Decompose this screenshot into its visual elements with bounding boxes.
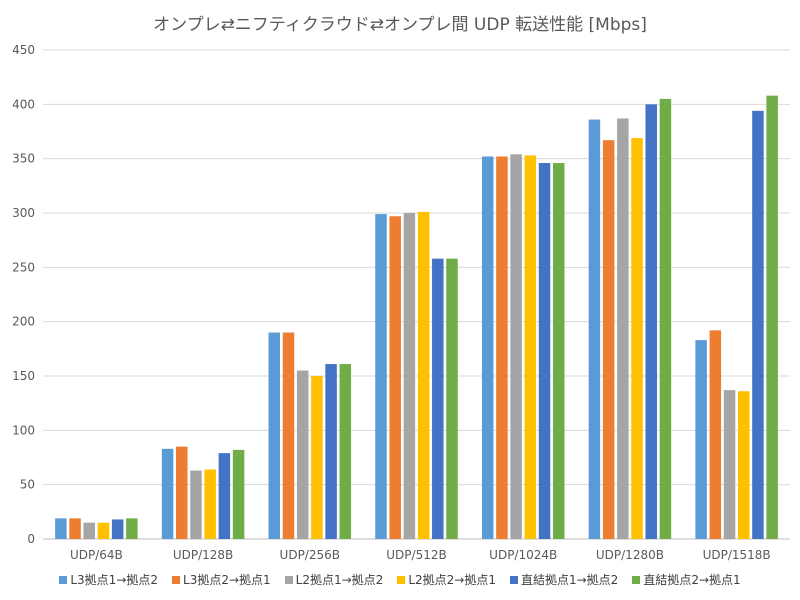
legend-item: L2拠点1→拠点2 bbox=[284, 571, 384, 588]
bar-6-1 bbox=[709, 330, 722, 539]
legend: L3拠点1→拠点2 L3拠点2→拠点1 L2拠点1→拠点2 L2拠点2→拠点1 直結拠点… bbox=[0, 571, 800, 588]
bar-2-1 bbox=[282, 332, 295, 539]
bar-4-2 bbox=[510, 154, 522, 539]
bar-1-4 bbox=[218, 453, 231, 539]
bar-5-1 bbox=[602, 140, 615, 539]
bar-5-5 bbox=[659, 98, 672, 540]
legend-label: L3拠点1→拠点2 bbox=[70, 573, 159, 587]
y-tick-label: 50 bbox=[20, 478, 35, 492]
legend-label: L3拠点2→拠点1 bbox=[183, 573, 271, 587]
y-tick-label: 350 bbox=[12, 152, 35, 166]
bar-5-2 bbox=[617, 118, 629, 540]
bar-3-5 bbox=[446, 258, 458, 539]
legend-label: L2拠点2→拠点1 bbox=[408, 573, 496, 587]
bar-0-4 bbox=[111, 519, 124, 539]
bar-0-2 bbox=[83, 522, 96, 539]
legend-swatch bbox=[172, 575, 181, 584]
x-tick-label: UDP/1280B bbox=[596, 548, 664, 562]
bar-2-3 bbox=[311, 376, 323, 539]
legend-label: 直結拠点1→拠点2 bbox=[520, 573, 619, 587]
bar-6-3 bbox=[737, 391, 750, 539]
legend-item: L3拠点2→拠点1 bbox=[172, 571, 271, 588]
y-tick-label: 0 bbox=[27, 532, 35, 546]
legend-swatch bbox=[632, 575, 641, 584]
bar-6-0 bbox=[695, 340, 707, 539]
x-tick-label: UDP/1024B bbox=[489, 548, 557, 562]
x-tick-label: UDP/1518B bbox=[703, 548, 771, 562]
bar-5-4 bbox=[645, 104, 657, 539]
bar-1-1 bbox=[176, 446, 188, 539]
legend-swatch bbox=[284, 575, 293, 584]
bar-1-2 bbox=[190, 470, 202, 539]
bar-3-0 bbox=[375, 214, 387, 539]
legend-swatch bbox=[59, 575, 68, 584]
bar-4-3 bbox=[524, 155, 537, 539]
bar-1-0 bbox=[161, 448, 174, 539]
bar-3-3 bbox=[417, 211, 430, 539]
bar-0-5 bbox=[126, 518, 138, 539]
y-tick-label: 250 bbox=[12, 260, 35, 274]
chart-title: オンプレ⇄ニフティクラウド⇄オンプレ間 UDP 転送性能 [Mbps] bbox=[153, 15, 647, 35]
x-tick-label: UDP/512B bbox=[386, 548, 446, 562]
legend-item: 直結拠点1→拠点2 bbox=[509, 571, 619, 588]
y-tick-label: 400 bbox=[12, 97, 35, 111]
bar-4-0 bbox=[481, 156, 494, 539]
legend-swatch bbox=[397, 575, 406, 584]
bar-1-5 bbox=[232, 449, 245, 539]
bar-0-1 bbox=[69, 518, 81, 539]
legend-item: L2拠点2→拠点1 bbox=[397, 571, 496, 588]
legend-swatch bbox=[509, 575, 518, 584]
bar-6-2 bbox=[723, 390, 736, 539]
bar-1-3 bbox=[204, 469, 216, 539]
bar-5-0 bbox=[588, 119, 601, 540]
bar-6-4 bbox=[752, 110, 764, 539]
y-tick-label: 450 bbox=[12, 43, 35, 57]
bar-0-3 bbox=[97, 522, 110, 539]
x-tick-label: UDP/256B bbox=[280, 548, 340, 562]
bar-0-0 bbox=[55, 518, 67, 539]
bar-2-2 bbox=[296, 370, 309, 539]
bar-4-4 bbox=[538, 163, 551, 539]
legend-label: L2拠点1→拠点2 bbox=[295, 573, 384, 587]
bar-2-0 bbox=[268, 332, 281, 539]
bar-2-5 bbox=[339, 364, 352, 539]
bar-6-5 bbox=[766, 95, 778, 539]
bar-5-3 bbox=[631, 138, 643, 539]
y-tick-label: 100 bbox=[12, 423, 35, 437]
y-tick-label: 300 bbox=[12, 206, 35, 220]
x-tick-label: UDP/128B bbox=[173, 548, 233, 562]
legend-item: L3拠点1→拠点2 bbox=[59, 571, 158, 588]
y-tick-label: 200 bbox=[12, 315, 35, 329]
bar-2-4 bbox=[325, 364, 337, 539]
bar-3-4 bbox=[432, 258, 444, 539]
bar-3-1 bbox=[389, 216, 401, 539]
legend-item: 直結拠点2→拠点1 bbox=[632, 571, 741, 588]
legend-label: 直結拠点2→拠点1 bbox=[643, 573, 741, 587]
x-tick-label: UDP/64B bbox=[70, 548, 123, 562]
bar-3-2 bbox=[403, 213, 416, 539]
bar-4-5 bbox=[552, 163, 565, 539]
y-tick-label: 150 bbox=[12, 369, 35, 383]
bar-4-1 bbox=[496, 156, 508, 539]
